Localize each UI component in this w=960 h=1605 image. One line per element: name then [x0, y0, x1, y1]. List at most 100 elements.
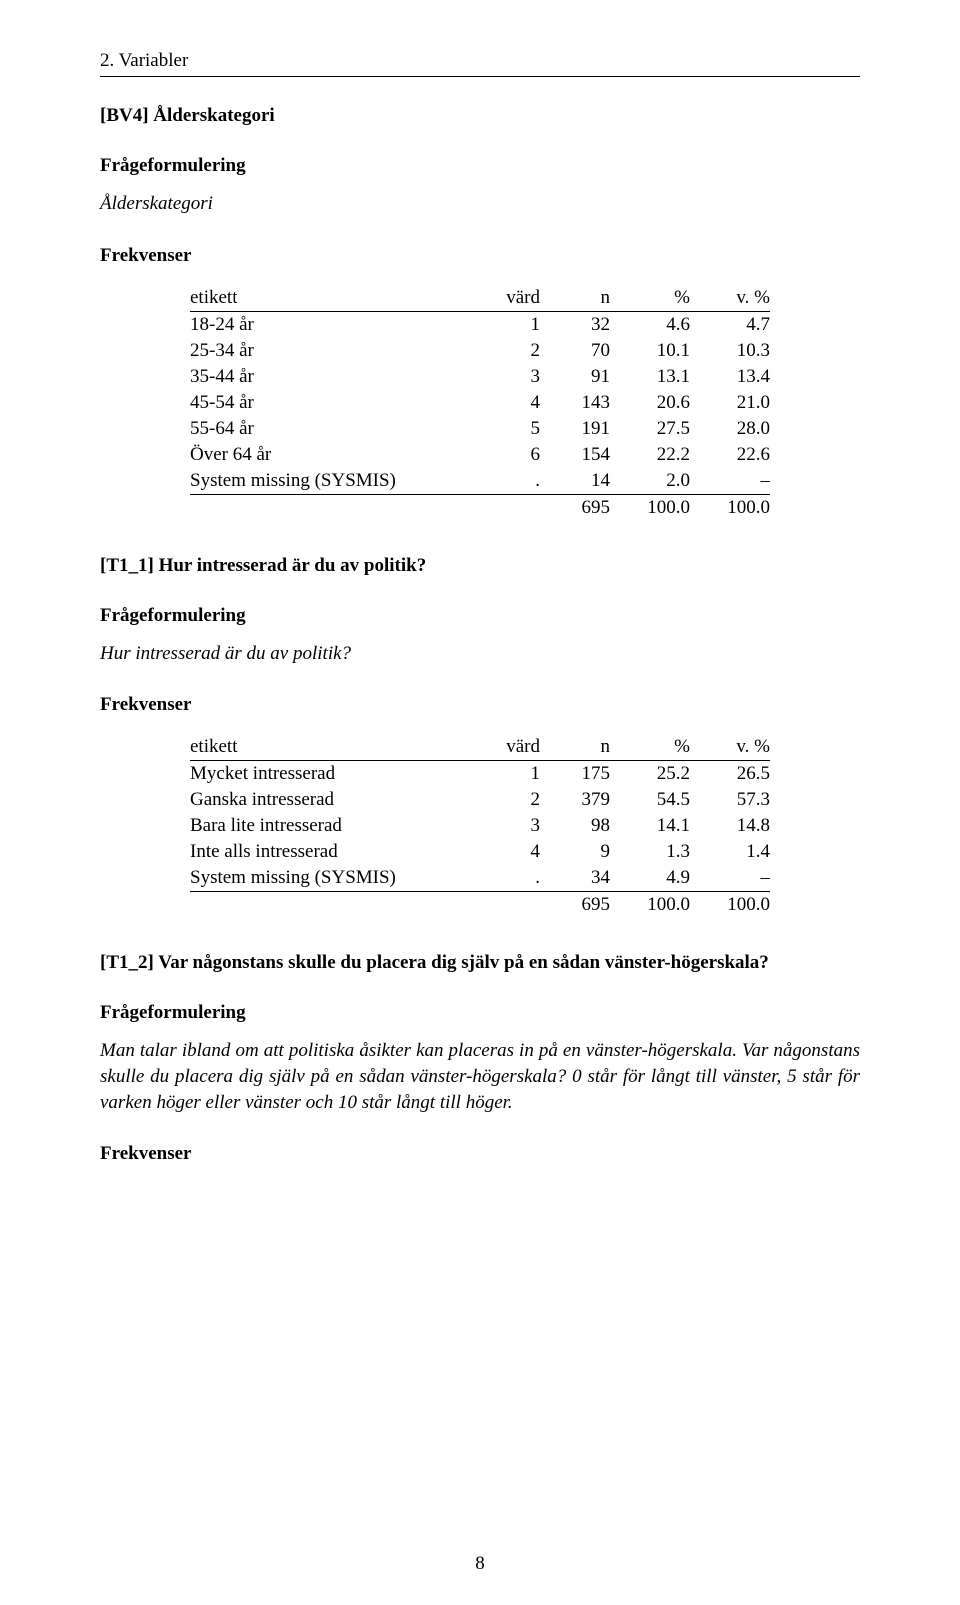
frekvenser-heading: Frekvenser — [100, 245, 860, 267]
cell-pct: 4.6 — [610, 311, 690, 338]
cell-pct: 2.0 — [610, 468, 690, 495]
var2-title: [T1_1] Hur intresserad är du av politik? — [100, 555, 860, 577]
cell-vard: . — [480, 468, 540, 495]
cell-etikett: 55-64 år — [190, 416, 480, 442]
table-row: System missing (SYSMIS).142.0– — [190, 468, 770, 495]
cell-vpct: 100.0 — [690, 892, 770, 919]
table-row: Över 64 år615422.222.6 — [190, 442, 770, 468]
frekvenser-heading: Frekvenser — [100, 1143, 860, 1165]
cell-vard: 1 — [480, 311, 540, 338]
cell-vpct: 21.0 — [690, 390, 770, 416]
cell-vpct: – — [690, 865, 770, 892]
var1-title: [BV4] Ålderskategori — [100, 105, 860, 127]
cell-etikett: 18-24 år — [190, 311, 480, 338]
col-vard: värd — [480, 734, 540, 761]
var2-table: etikett värd n % v. % Mycket intresserad… — [190, 734, 770, 918]
var2-question: Hur intresserad är du av politik? — [100, 641, 860, 667]
cell-pct: 1.3 — [610, 839, 690, 865]
cell-n: 34 — [540, 865, 610, 892]
table-row: 18-24 år1324.64.7 — [190, 311, 770, 338]
col-vard: värd — [480, 285, 540, 312]
cell-etikett: Mycket intresserad — [190, 761, 480, 788]
frageformulering-heading: Frågeformulering — [100, 1002, 860, 1024]
cell-vard: . — [480, 865, 540, 892]
table-row: 35-44 år39113.113.4 — [190, 364, 770, 390]
table-row: Inte alls intresserad491.31.4 — [190, 839, 770, 865]
cell-pct: 22.2 — [610, 442, 690, 468]
cell-etikett: Bara lite intresserad — [190, 813, 480, 839]
cell-pct: 20.6 — [610, 390, 690, 416]
cell-n: 175 — [540, 761, 610, 788]
cell-n: 91 — [540, 364, 610, 390]
cell-pct: 10.1 — [610, 338, 690, 364]
var1-question: Ålderskategori — [100, 191, 860, 217]
cell-vpct: – — [690, 468, 770, 495]
page-number: 8 — [0, 1553, 960, 1575]
table-row: Ganska intresserad237954.557.3 — [190, 787, 770, 813]
table-row: Bara lite intresserad39814.114.8 — [190, 813, 770, 839]
col-n: n — [540, 734, 610, 761]
var3-question: Man talar ibland om att politiska åsikte… — [100, 1038, 860, 1115]
cell-etikett — [190, 892, 480, 919]
cell-n: 143 — [540, 390, 610, 416]
table-row: 25-34 år27010.110.3 — [190, 338, 770, 364]
cell-n: 70 — [540, 338, 610, 364]
cell-vard: 3 — [480, 813, 540, 839]
cell-n: 695 — [540, 892, 610, 919]
cell-vard: 6 — [480, 442, 540, 468]
table-row: 45-54 år414320.621.0 — [190, 390, 770, 416]
table-row: System missing (SYSMIS).344.9– — [190, 865, 770, 892]
table-row: 55-64 år519127.528.0 — [190, 416, 770, 442]
cell-n: 9 — [540, 839, 610, 865]
cell-n: 191 — [540, 416, 610, 442]
cell-etikett: 35-44 år — [190, 364, 480, 390]
col-pct: % — [610, 285, 690, 312]
cell-n: 379 — [540, 787, 610, 813]
cell-etikett — [190, 494, 480, 521]
cell-vard: 2 — [480, 338, 540, 364]
cell-pct: 14.1 — [610, 813, 690, 839]
frekvenser-heading: Frekvenser — [100, 694, 860, 716]
cell-pct: 25.2 — [610, 761, 690, 788]
table-row: Mycket intresserad117525.226.5 — [190, 761, 770, 788]
cell-vpct: 57.3 — [690, 787, 770, 813]
cell-etikett: 25-34 år — [190, 338, 480, 364]
cell-n: 14 — [540, 468, 610, 495]
table-total-row: 695100.0100.0 — [190, 892, 770, 919]
cell-n: 695 — [540, 494, 610, 521]
cell-pct: 54.5 — [610, 787, 690, 813]
table-header-row: etikett värd n % v. % — [190, 734, 770, 761]
cell-etikett: Ganska intresserad — [190, 787, 480, 813]
col-n: n — [540, 285, 610, 312]
cell-pct: 13.1 — [610, 364, 690, 390]
col-vpct: v. % — [690, 734, 770, 761]
cell-etikett: Över 64 år — [190, 442, 480, 468]
cell-vpct: 13.4 — [690, 364, 770, 390]
cell-vard: 2 — [480, 787, 540, 813]
section-rule — [100, 76, 860, 77]
cell-vpct: 1.4 — [690, 839, 770, 865]
cell-vard: 4 — [480, 839, 540, 865]
col-pct: % — [610, 734, 690, 761]
cell-vard: 4 — [480, 390, 540, 416]
cell-pct: 100.0 — [610, 494, 690, 521]
var3-title: [T1_2] Var någonstans skulle du placera … — [100, 952, 860, 974]
cell-vard — [480, 494, 540, 521]
cell-pct: 100.0 — [610, 892, 690, 919]
cell-etikett: System missing (SYSMIS) — [190, 468, 480, 495]
section-header: 2. Variabler — [100, 50, 860, 72]
frageformulering-heading: Frågeformulering — [100, 605, 860, 627]
cell-n: 98 — [540, 813, 610, 839]
cell-n: 32 — [540, 311, 610, 338]
cell-vard: 3 — [480, 364, 540, 390]
cell-vpct: 10.3 — [690, 338, 770, 364]
cell-vpct: 14.8 — [690, 813, 770, 839]
table-header-row: etikett värd n % v. % — [190, 285, 770, 312]
col-etikett: etikett — [190, 734, 480, 761]
cell-vpct: 26.5 — [690, 761, 770, 788]
cell-etikett: Inte alls intresserad — [190, 839, 480, 865]
cell-vard — [480, 892, 540, 919]
table-total-row: 695100.0100.0 — [190, 494, 770, 521]
frageformulering-heading: Frågeformulering — [100, 155, 860, 177]
col-etikett: etikett — [190, 285, 480, 312]
